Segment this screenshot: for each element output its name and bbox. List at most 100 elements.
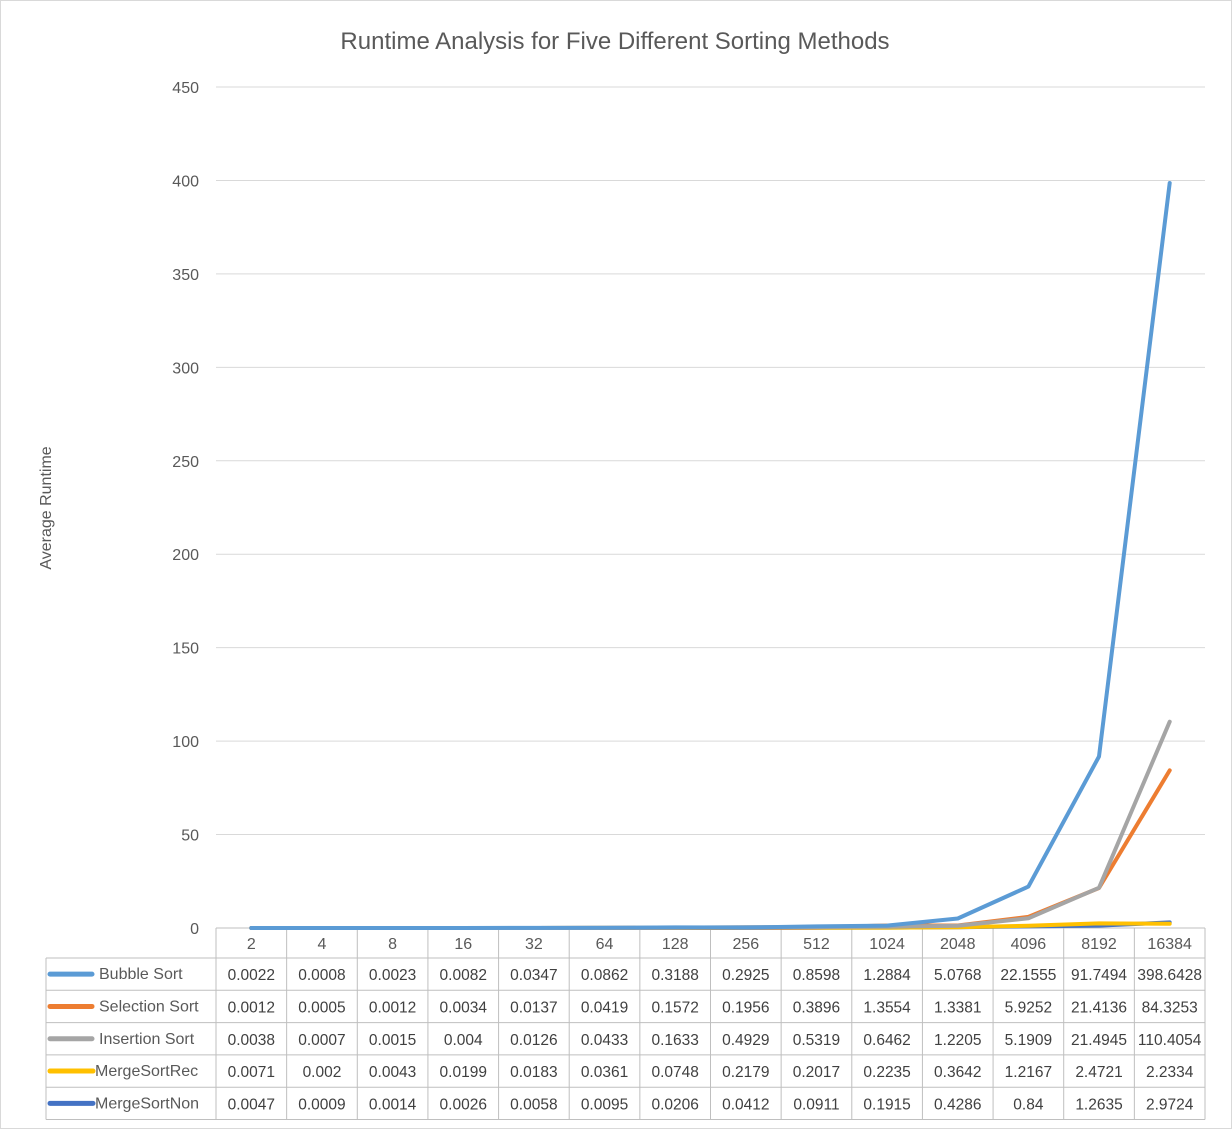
x-category-label: 128	[662, 936, 689, 953]
gridlines	[216, 86, 1205, 836]
data-cell: 0.0008	[298, 967, 345, 984]
y-tick-label: 350	[172, 267, 199, 284]
data-cell: 2.2334	[1146, 1064, 1194, 1081]
series-name: MergeSortNon	[95, 1095, 199, 1112]
series-line-insertion-sort	[249, 719, 1172, 930]
data-cell: 0.0126	[510, 1032, 557, 1049]
x-category-label: 4	[318, 936, 327, 953]
data-cell: 2.9724	[1146, 1096, 1194, 1113]
y-axis-ticks: 0 50 100 150 200 250 300 350 400 450	[172, 80, 199, 938]
y-tick-label: 200	[172, 547, 199, 564]
y-tick-label: 450	[172, 80, 199, 97]
data-cell: 91.7494	[1071, 967, 1127, 984]
series-name: Selection Sort	[99, 998, 199, 1015]
data-cell: 0.0206	[651, 1096, 698, 1113]
data-cell: 0.2235	[863, 1064, 910, 1081]
data-cell: 0.1572	[651, 999, 698, 1016]
data-cell: 21.4136	[1071, 999, 1127, 1016]
data-cell: 0.0038	[228, 1032, 275, 1049]
series-name: Insertion Sort	[99, 1031, 195, 1048]
data-cell: 1.3554	[863, 999, 911, 1016]
data-cell: 0.0095	[581, 1096, 628, 1113]
y-tick-label: 300	[172, 360, 199, 377]
data-cell: 0.2925	[722, 967, 769, 984]
data-cell: 21.4945	[1071, 1032, 1127, 1049]
x-category-label: 32	[525, 936, 543, 953]
data-cell: 0.0007	[298, 1032, 345, 1049]
data-cell: 0.1633	[651, 1032, 698, 1049]
data-cell: 0.0047	[228, 1096, 275, 1113]
data-cell: 22.1555	[1000, 967, 1056, 984]
y-tick-label: 400	[172, 173, 199, 190]
data-cell: 0.0022	[228, 967, 275, 984]
data-cell: 0.0012	[228, 999, 275, 1016]
data-cell: 1.2635	[1075, 1096, 1122, 1113]
data-cell: 0.2179	[722, 1064, 769, 1081]
series-line-bubble-sort	[249, 181, 1172, 930]
data-cell: 0.0023	[369, 967, 416, 984]
data-cell: 1.3381	[934, 999, 981, 1016]
data-cell: 0.84	[1013, 1096, 1044, 1113]
data-cell: 0.0183	[510, 1064, 557, 1081]
data-cell: 0.0071	[228, 1064, 275, 1081]
data-cell: 398.6428	[1137, 967, 1202, 984]
x-category-label: 16	[454, 936, 472, 953]
data-cell: 0.0433	[581, 1032, 628, 1049]
data-cell: 0.3188	[651, 967, 698, 984]
x-category-label: 16384	[1147, 936, 1192, 953]
data-cell: 0.3896	[793, 999, 840, 1016]
data-cell: 0.0058	[510, 1096, 557, 1113]
series-name: Bubble Sort	[99, 966, 183, 983]
data-cell: 0.004	[444, 1032, 483, 1049]
series-lines	[249, 181, 1172, 930]
data-cell: 0.0862	[581, 967, 628, 984]
data-cell: 0.0419	[581, 999, 628, 1016]
data-cell: 0.0034	[440, 999, 488, 1016]
data-cell: 2.4721	[1075, 1064, 1122, 1081]
x-category-label: 8192	[1081, 936, 1117, 953]
data-cell: 5.0768	[934, 967, 981, 984]
x-category-label: 2048	[940, 936, 976, 953]
data-cell: 0.0015	[369, 1032, 416, 1049]
y-tick-label: 100	[172, 734, 199, 751]
y-axis-label: Average Runtime	[38, 446, 55, 569]
data-cell: 0.8598	[793, 967, 840, 984]
data-cell: 0.1915	[863, 1096, 910, 1113]
data-cell: 0.0748	[651, 1064, 698, 1081]
data-cell: 1.2205	[934, 1032, 981, 1049]
data-cell: 110.4054	[1138, 1032, 1202, 1049]
x-category-label: 8	[388, 936, 397, 953]
data-cell: 0.0005	[298, 999, 345, 1016]
data-cell: 0.4286	[934, 1096, 981, 1113]
series-name: MergeSortRec	[95, 1063, 198, 1080]
data-cell: 5.9252	[1005, 999, 1052, 1016]
x-category-label: 4096	[1011, 936, 1047, 953]
x-category-label: 256	[732, 936, 759, 953]
data-cell: 0.0009	[298, 1096, 345, 1113]
series-line-selection-sort	[249, 768, 1172, 930]
data-cell: 0.0014	[369, 1096, 417, 1113]
chart-title: Runtime Analysis for Five Different Sort…	[340, 28, 889, 55]
data-cell: 0.3642	[934, 1064, 981, 1081]
data-cell: 0.0082	[440, 967, 487, 984]
data-cell: 1.2167	[1005, 1064, 1052, 1081]
data-cell: 0.0043	[369, 1064, 416, 1081]
data-cell: 0.0347	[510, 967, 557, 984]
data-cell: 0.0199	[440, 1064, 487, 1081]
data-cell: 0.2017	[793, 1064, 840, 1081]
x-category-label: 1024	[869, 936, 905, 953]
data-cell: 0.002	[303, 1064, 342, 1081]
data-cell: 0.0361	[581, 1064, 628, 1081]
x-category-label: 512	[803, 936, 830, 953]
data-cell: 0.0911	[793, 1096, 839, 1113]
data-cell: 0.0137	[510, 999, 557, 1016]
data-cell: 0.0026	[440, 1096, 487, 1113]
data-cell: 0.5319	[793, 1032, 840, 1049]
data-cell: 0.6462	[863, 1032, 910, 1049]
y-tick-label: 250	[172, 454, 199, 471]
x-category-label: 64	[596, 936, 614, 953]
data-table: 2 4 8 16 32 64 128 256 512 1024 2048 4096 8192 16384 B…	[45, 927, 1206, 1120]
data-cell: 1.2884	[863, 967, 911, 984]
x-category-label: 2	[247, 936, 256, 953]
